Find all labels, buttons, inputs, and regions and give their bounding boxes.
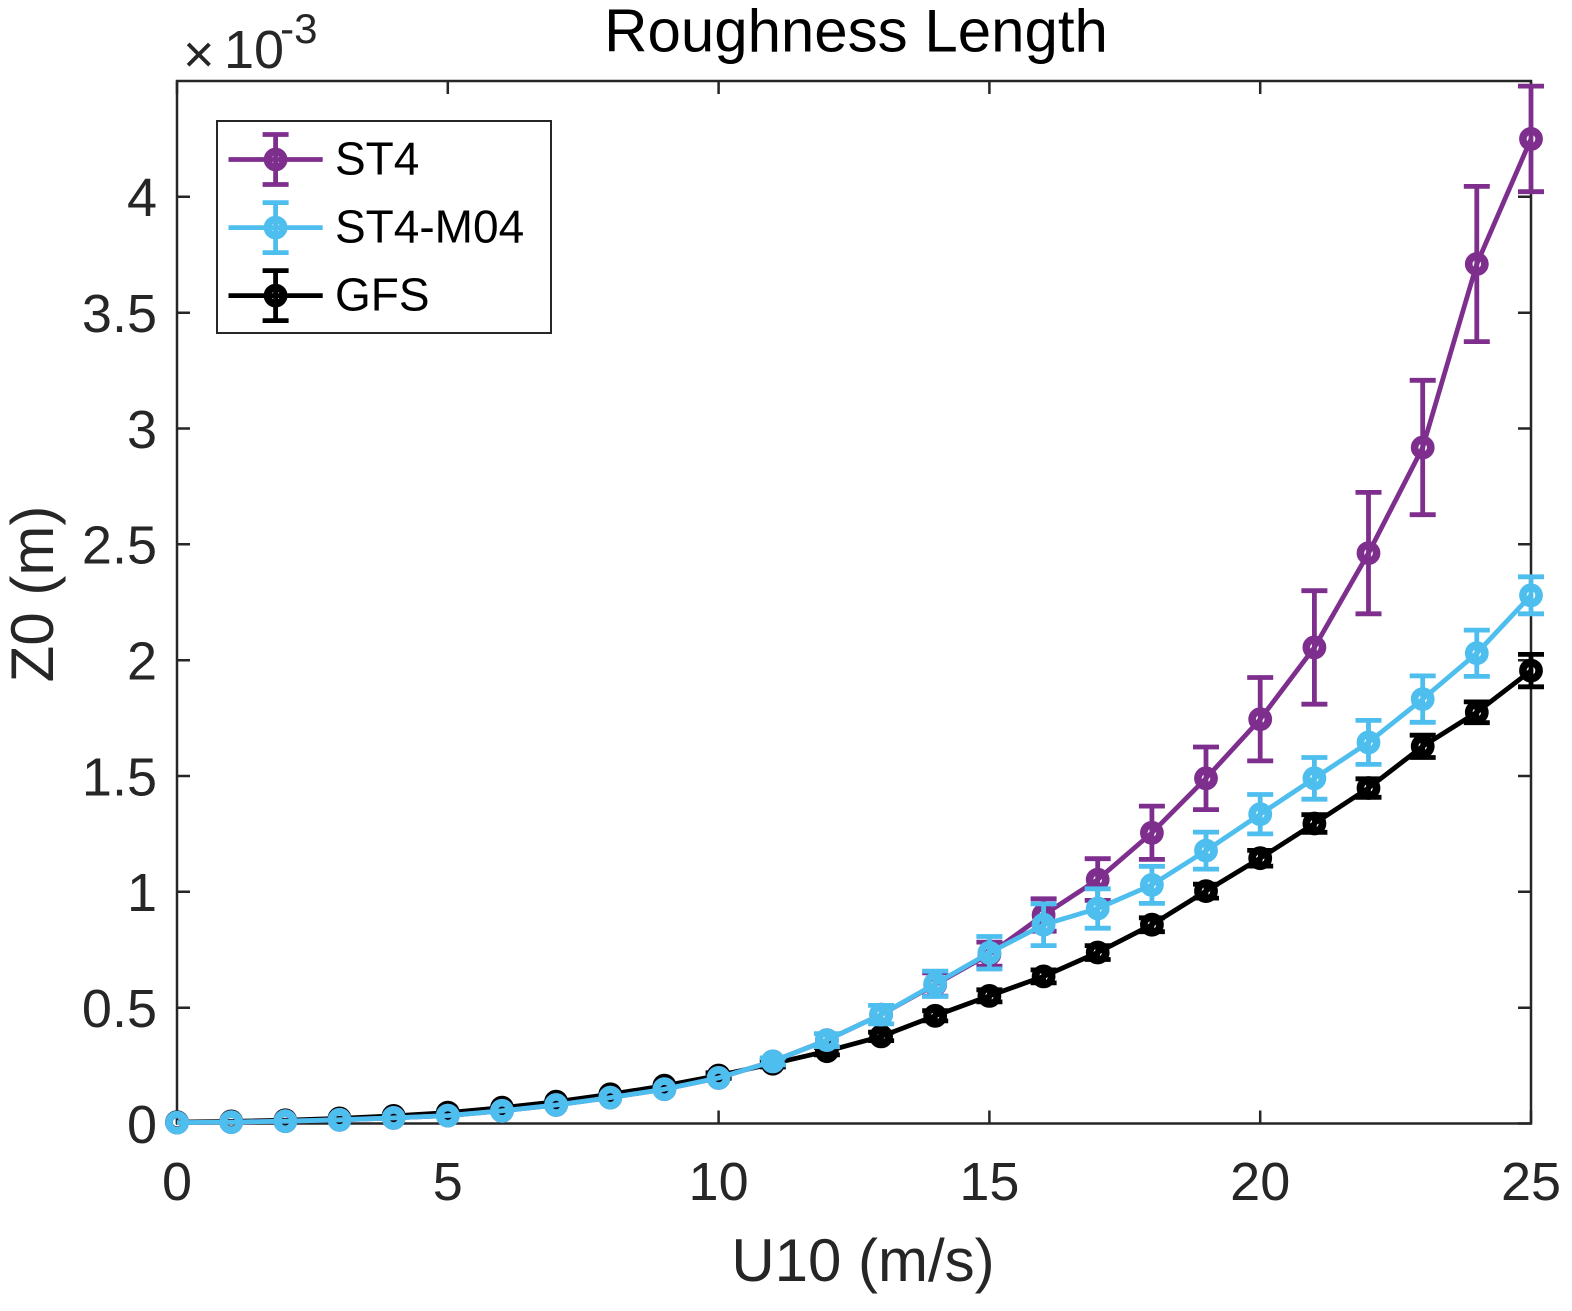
svg-text:0: 0 — [162, 1152, 192, 1212]
svg-text:4: 4 — [127, 168, 157, 228]
svg-text:Roughness Length: Roughness Length — [604, 0, 1108, 65]
svg-text:15: 15 — [959, 1152, 1019, 1212]
svg-text:0.5: 0.5 — [82, 979, 157, 1039]
svg-text:1: 1 — [127, 863, 157, 923]
svg-text:25: 25 — [1501, 1152, 1561, 1212]
svg-text:3.5: 3.5 — [82, 284, 157, 344]
svg-text:ST4-M04: ST4-M04 — [335, 201, 524, 253]
svg-text:Z0 (m): Z0 (m) — [0, 506, 66, 683]
svg-text:GFS: GFS — [335, 269, 430, 321]
svg-text:2: 2 — [127, 632, 157, 692]
svg-text:U10 (m/s): U10 (m/s) — [731, 1227, 994, 1294]
svg-text:×: × — [183, 25, 215, 85]
svg-text:1.5: 1.5 — [82, 747, 157, 807]
svg-text:3: 3 — [127, 400, 157, 460]
svg-text:5: 5 — [433, 1152, 463, 1212]
svg-text:20: 20 — [1230, 1152, 1290, 1212]
svg-text:0: 0 — [127, 1095, 157, 1155]
svg-text:2.5: 2.5 — [82, 516, 157, 576]
svg-text:ST4: ST4 — [335, 133, 419, 185]
svg-text:10: 10 — [689, 1152, 749, 1212]
